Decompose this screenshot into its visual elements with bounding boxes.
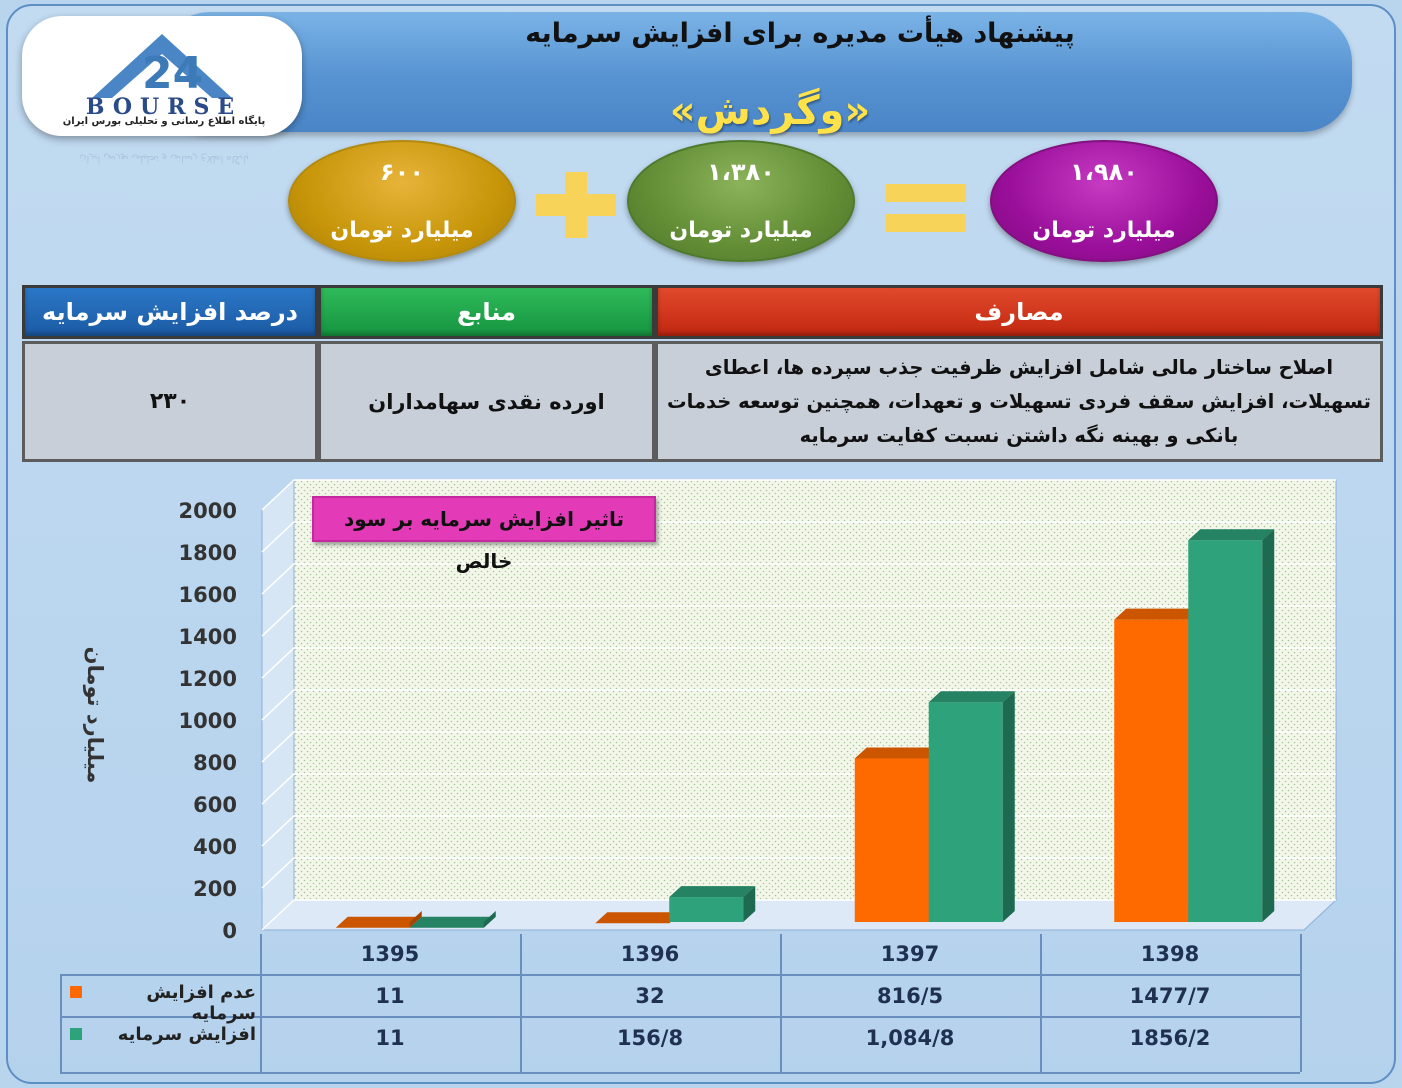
data-label: 1477/7 — [1129, 984, 1211, 1008]
legend-label: افزایش سرمایه — [117, 1024, 256, 1045]
table-rule — [60, 1016, 1300, 1018]
costs-value: اصلاح ساختار مالی شامل افزایش ظرفیت جذب … — [655, 341, 1383, 462]
costs-header: مصارف — [655, 285, 1383, 339]
gridline — [261, 479, 1336, 511]
bar-top — [595, 912, 682, 924]
sources-header: منابع — [318, 285, 655, 339]
gridline — [261, 563, 1336, 595]
plus-icon — [565, 172, 587, 238]
table-rule — [60, 974, 62, 1072]
table-rule — [520, 934, 522, 1072]
bar-top — [854, 747, 941, 759]
bar — [1188, 529, 1275, 922]
bar-side — [483, 911, 496, 928]
header-banner — [160, 12, 1352, 132]
bar-front — [669, 897, 744, 922]
amount-unit: میلیارد تومان — [330, 218, 474, 243]
y-tick-label: 400 — [193, 835, 237, 859]
data-label: 32 — [635, 984, 665, 1008]
table-rule — [780, 934, 782, 1072]
table-rule — [60, 1072, 1300, 1074]
bar-side — [409, 911, 422, 928]
bar-top — [928, 691, 1015, 703]
y-tick-label: 200 — [193, 877, 237, 901]
amount-value: ۶۰۰ — [380, 158, 424, 186]
bar-top — [669, 886, 756, 898]
page-title: پیشنهاد هیأت مدیره برای افزایش سرمایه — [525, 18, 1075, 49]
y-tick-label: 0 — [222, 919, 237, 943]
amount-ellipse-600: ۶۰۰ میلیارد تومان — [288, 140, 516, 262]
bar — [669, 886, 756, 922]
logo-word: BOURSE — [85, 94, 243, 120]
percent-header: درصد افزایش سرمایه — [22, 285, 318, 339]
y-axis-label: میلیارد تومان — [83, 646, 107, 784]
data-label: 156/8 — [616, 1026, 684, 1050]
amount-ellipse-1380: ۱،۳۸۰ میلیارد تومان — [627, 140, 855, 262]
gridline — [261, 689, 1336, 721]
bar-side — [743, 886, 756, 922]
gridline — [261, 605, 1336, 637]
bars — [335, 529, 1275, 928]
bar-front — [1188, 540, 1263, 922]
equals-icon — [886, 184, 966, 202]
chart-title: تاثیر افزایش سرمایه بر سود خالص — [312, 496, 656, 573]
sources-value: اورده نقدی سهامداران — [318, 341, 655, 462]
data-label: 1856/2 — [1129, 1026, 1211, 1050]
amount-value: ۱،۹۸۰ — [1070, 158, 1138, 186]
y-tick-label: 1000 — [179, 709, 237, 733]
gridline — [261, 521, 1336, 553]
data-label: 1,084/8 — [865, 1026, 955, 1050]
y-tick-label: 600 — [193, 793, 237, 817]
bar-top — [409, 916, 496, 928]
table-rule — [1300, 934, 1302, 1072]
percent-value: ۲۳۰ — [22, 341, 318, 462]
y-tick-label: 2000 — [179, 499, 237, 523]
logo: 24 BOURSE پایگاه اطلاع رسانی و تحلیلی بو… — [22, 16, 302, 136]
legend-label: عدم افزایش سرمایه — [146, 982, 256, 1024]
bar-front — [854, 758, 929, 922]
logo-caption: پایگاه اطلاع رسانی و تحلیلی بورس ایران — [62, 116, 266, 127]
logo-mark-text: 24 — [142, 48, 203, 99]
y-tick-label: 1600 — [179, 583, 237, 607]
x-tick-label: 1396 — [620, 942, 680, 966]
data-label: 816/5 — [876, 984, 944, 1008]
y-tick-label: 1400 — [179, 625, 237, 649]
amount-value: ۱،۳۸۰ — [707, 158, 775, 186]
y-tick-label: 1200 — [179, 667, 237, 691]
data-label: 11 — [375, 1026, 405, 1050]
equals-icon — [886, 214, 966, 232]
y-axis-ticks: 0 200 400 600 800 1000 1200 1400 1600 1800 2000 — [179, 499, 237, 943]
amount-unit: میلیارد تومان — [669, 218, 813, 243]
company-name: «وگردش» — [669, 88, 871, 134]
data-label: 11 — [375, 984, 405, 1008]
table-rule — [1040, 934, 1042, 1072]
bar-top — [335, 916, 422, 928]
logo-mark-icon: 24 — [92, 34, 232, 99]
amount-unit: میلیارد تومان — [1032, 218, 1176, 243]
x-tick-label: 1397 — [880, 942, 940, 966]
x-tick-label: 1398 — [1140, 942, 1200, 966]
bar-front — [928, 702, 1003, 922]
gridline — [261, 647, 1336, 679]
x-tick-label: 1395 — [360, 942, 420, 966]
table-rule — [60, 974, 1300, 976]
bar-side — [1262, 529, 1275, 922]
bar — [854, 747, 941, 922]
bar — [1114, 608, 1201, 922]
legend-swatch — [70, 1028, 82, 1040]
amount-ellipse-1980: ۱،۹۸۰ میلیارد تومان — [990, 140, 1218, 262]
bar — [409, 911, 496, 928]
bar — [595, 911, 682, 924]
bar-side — [1002, 691, 1015, 922]
legend-swatch — [70, 986, 82, 998]
y-tick-label: 800 — [193, 751, 237, 775]
bar-front — [1114, 619, 1189, 922]
bar — [928, 691, 1015, 922]
bar-top — [1188, 529, 1275, 541]
bar — [335, 911, 422, 928]
bar-top — [1114, 608, 1201, 620]
table-rule — [260, 934, 262, 1072]
y-tick-label: 1800 — [179, 541, 237, 565]
